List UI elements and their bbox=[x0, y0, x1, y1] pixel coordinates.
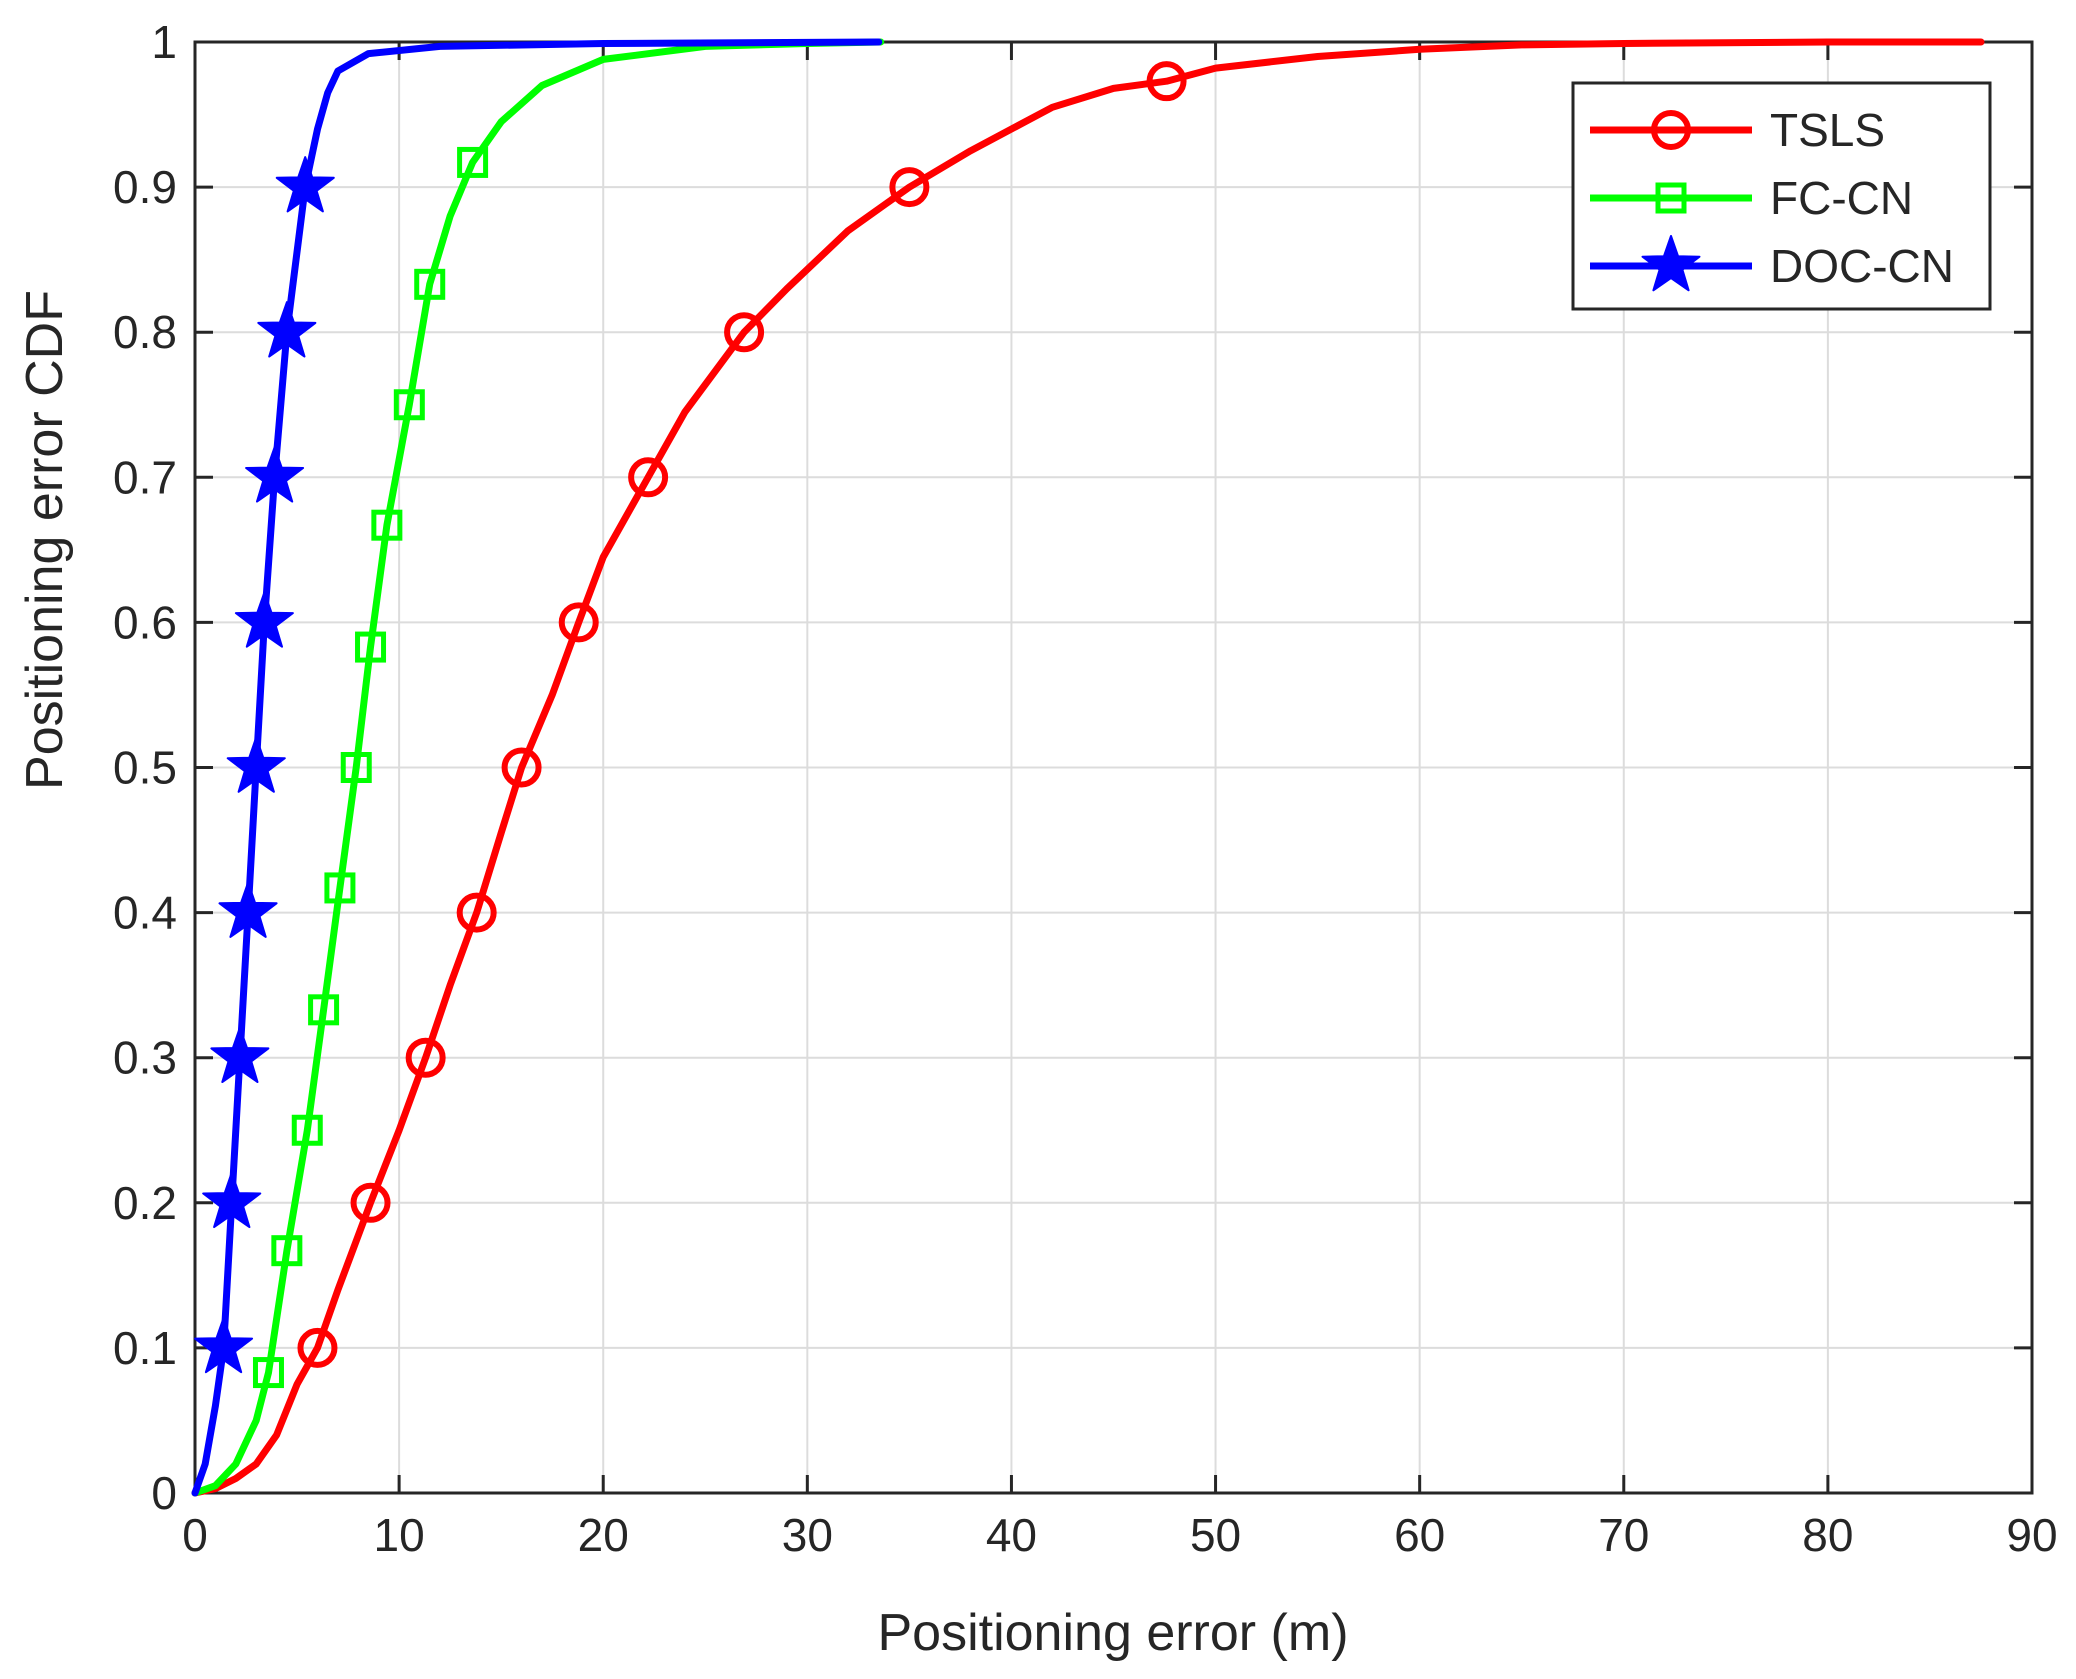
series-marker-tsls bbox=[889, 167, 930, 208]
series-marker-tsls bbox=[456, 892, 497, 933]
series-marker-tsls bbox=[628, 457, 669, 498]
series-marker-fc-cn bbox=[414, 268, 446, 300]
series-marker-tsls bbox=[1146, 61, 1187, 102]
series-line-fc-cn bbox=[191, 38, 885, 1497]
series-marker-doc-cn bbox=[226, 736, 286, 793]
series-marker-tsls bbox=[405, 1037, 446, 1078]
y-tick-label: 0 bbox=[151, 1467, 177, 1519]
series-marker-fc-cn bbox=[291, 1114, 323, 1146]
series-marker-tsls bbox=[501, 747, 542, 788]
series-marker-doc-cn bbox=[275, 156, 335, 213]
y-axis-label: Positioning error CDF bbox=[16, 290, 74, 790]
series-marker-fc-cn bbox=[393, 389, 425, 421]
series-marker-tsls bbox=[350, 1182, 391, 1223]
y-tick-label: 0.9 bbox=[113, 161, 177, 213]
x-tick-label: 70 bbox=[1598, 1509, 1649, 1561]
series-marker-fc-cn bbox=[252, 1357, 284, 1389]
legend-marker-tsls bbox=[1651, 110, 1691, 150]
series-marker-fc-cn bbox=[457, 146, 489, 178]
y-tick-label: 0.7 bbox=[113, 451, 177, 503]
legend-label-fc-cn: FC-CN bbox=[1770, 172, 1913, 224]
series-markers bbox=[194, 61, 1187, 1389]
x-tick-label: 20 bbox=[578, 1509, 629, 1561]
y-tick-label: 0.3 bbox=[113, 1032, 177, 1084]
series-marker-doc-cn bbox=[202, 1171, 262, 1229]
series-marker-tsls bbox=[724, 312, 765, 353]
x-tick-label: 50 bbox=[1190, 1509, 1241, 1561]
x-axis-label: Positioning error (m) bbox=[877, 1604, 1348, 1662]
x-tick-label: 60 bbox=[1394, 1509, 1445, 1561]
y-tick-label: 1 bbox=[151, 16, 177, 68]
series-marker-fc-cn bbox=[271, 1235, 303, 1267]
x-tick-label: 30 bbox=[782, 1509, 833, 1561]
series-marker-doc-cn bbox=[257, 301, 317, 358]
series-marker-fc-cn bbox=[371, 509, 403, 541]
ticks: 0 10 20 30 40 50 60 70 80 90 0 0.1 0.2 0.3 0.4 0.5 0.6 0.… bbox=[113, 16, 2058, 1561]
x-tick-label: 80 bbox=[1802, 1509, 1853, 1561]
y-tick-label: 0.5 bbox=[113, 742, 177, 794]
series-marker-doc-cn bbox=[194, 1316, 254, 1374]
series-marker-fc-cn bbox=[340, 752, 372, 783]
series-marker-fc-cn bbox=[324, 872, 356, 904]
y-tick-label: 0.6 bbox=[113, 596, 177, 648]
legend-label-tsls: TSLS bbox=[1770, 104, 1885, 156]
series-marker-doc-cn bbox=[218, 881, 278, 938]
series-line-tsls bbox=[191, 38, 1985, 1497]
y-tick-label: 0.2 bbox=[113, 1177, 177, 1229]
legend: TSLS FC-CN DOC-CN bbox=[1571, 81, 1992, 311]
series-marker-doc-cn bbox=[234, 591, 294, 648]
series-marker-doc-cn bbox=[245, 446, 305, 503]
x-tick-label: 40 bbox=[986, 1509, 1037, 1561]
series-marker-fc-cn bbox=[308, 994, 340, 1026]
x-tick-label: 10 bbox=[374, 1509, 425, 1561]
series-marker-fc-cn bbox=[355, 631, 387, 663]
x-tick-label: 90 bbox=[2006, 1509, 2057, 1561]
legend-label-doc-cn: DOC-CN bbox=[1770, 240, 1954, 292]
y-tick-label: 0.1 bbox=[113, 1322, 177, 1374]
legend-marker-doc-cn bbox=[1641, 235, 1701, 292]
series-marker-doc-cn bbox=[210, 1026, 270, 1083]
y-tick-label: 0.4 bbox=[113, 887, 177, 939]
series-marker-tsls bbox=[297, 1327, 338, 1368]
x-tick-label: 0 bbox=[182, 1509, 208, 1561]
series-marker-tsls bbox=[558, 602, 599, 643]
y-tick-label: 0.8 bbox=[113, 306, 177, 358]
legend-marker-fc-cn bbox=[1655, 182, 1687, 214]
